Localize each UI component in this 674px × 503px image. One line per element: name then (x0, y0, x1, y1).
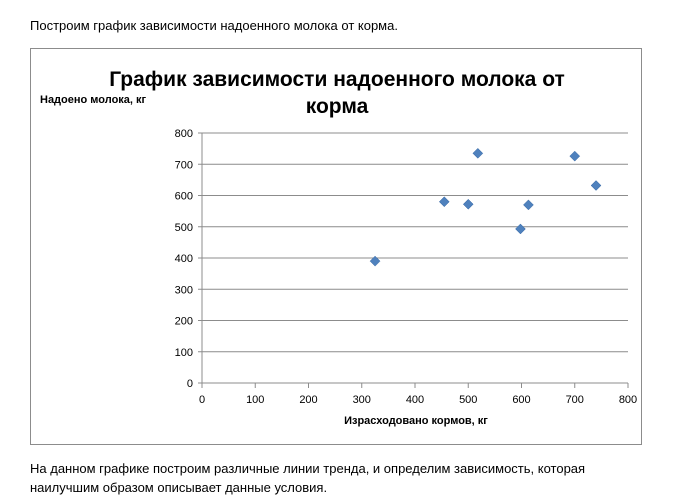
x-tick-label: 500 (459, 394, 477, 406)
x-tick-label: 100 (246, 394, 264, 406)
data-point (523, 199, 534, 211)
data-point (515, 223, 526, 235)
y-tick-label: 400 (175, 253, 193, 265)
axes (198, 132, 629, 388)
intro-paragraph: Построим график зависимости надоенного м… (30, 18, 398, 33)
y-axis-label: Надоено молока, кг (40, 94, 147, 106)
data-point (569, 150, 581, 162)
data-point (472, 147, 484, 159)
data-points (369, 147, 602, 267)
x-axis-label: Израсходовано кормов, кг (344, 415, 488, 427)
x-tick-label: 800 (619, 394, 637, 406)
y-tick-labels: 0 100 200 300 400 500 600 700 800 (175, 128, 193, 390)
grid-lines (202, 132, 628, 353)
chart-title: График зависимости надоенного молока от … (0, 66, 674, 120)
y-tick-label: 800 (175, 128, 193, 140)
y-tick-label: 200 (175, 316, 193, 328)
y-tick-label: 600 (175, 191, 193, 203)
chart-title-line-1: График зависимости надоенного молока от (109, 68, 565, 91)
x-tick-label: 700 (566, 394, 584, 406)
data-point (590, 180, 602, 191)
data-point (462, 198, 474, 210)
x-tick-label: 400 (406, 394, 424, 406)
chart-title-line-2: корма (305, 95, 369, 118)
y-tick-label: 500 (175, 222, 193, 234)
y-tick-label: 700 (175, 159, 193, 171)
x-tick-label: 0 (199, 394, 205, 406)
x-tick-label: 200 (299, 394, 317, 406)
y-tick-label: 100 (175, 347, 193, 359)
data-point (369, 255, 381, 267)
data-point (438, 196, 450, 208)
x-tick-labels: 0 100 200 300 400 500 600 700 800 (199, 394, 637, 406)
y-tick-label: 300 (175, 284, 193, 296)
x-tick-label: 300 (353, 394, 371, 406)
chart-frame (30, 48, 642, 445)
outro-paragraph: На данном графике построим различные лин… (30, 461, 586, 495)
x-tick-label: 600 (512, 394, 530, 406)
y-tick-label: 0 (187, 378, 193, 390)
